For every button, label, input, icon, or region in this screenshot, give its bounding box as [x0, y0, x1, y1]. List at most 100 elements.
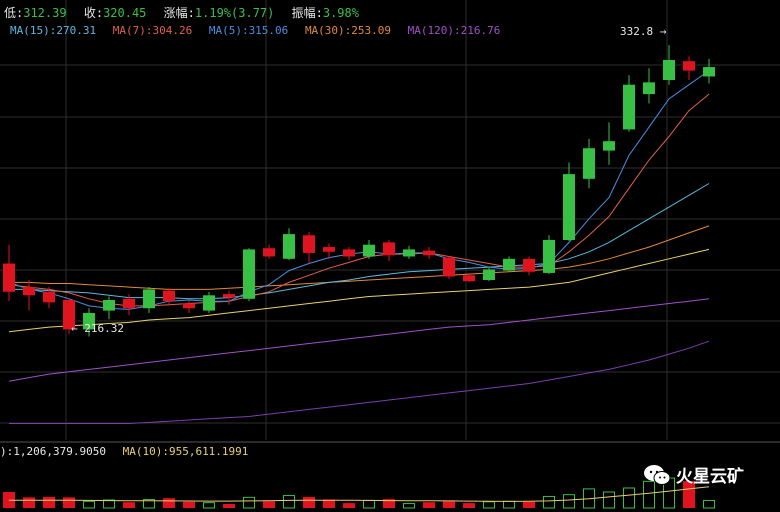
volume-bar [223, 504, 235, 508]
change-value: 1.19%(3.77) [194, 6, 275, 20]
candle-body [3, 263, 15, 292]
ma5-line [8, 70, 710, 310]
candle-body [43, 291, 55, 303]
ma-legend-ma15: MA(15):270.31 [10, 24, 97, 37]
volume-bar [183, 501, 195, 508]
low-label: 低: [4, 6, 24, 20]
volume-bar [423, 502, 435, 508]
amplitude-label: 振幅: [291, 6, 323, 20]
ma-legend-ma7: MA(7):304.26 [112, 24, 193, 37]
ma-legend-ma5: MA(5):315.06 [208, 24, 289, 37]
volume-bar [23, 497, 35, 508]
moving-average-lines [8, 70, 710, 424]
ma-legend-ma30: MA(30):253.09 [304, 24, 392, 37]
candle-body [483, 269, 495, 280]
volume-bar [563, 494, 575, 509]
ma30-line [9, 225, 710, 290]
candle-body [143, 289, 155, 309]
candle-body [383, 242, 395, 256]
volume-bar [303, 496, 315, 508]
volume-bar [363, 499, 375, 509]
volume-bar [483, 501, 495, 509]
volume-bars [3, 477, 715, 509]
ma-legend-ma120: MA(120):216.76 [407, 24, 501, 37]
volume-bar [83, 500, 95, 509]
candle-body [103, 300, 115, 311]
candle-body [443, 257, 455, 277]
candle-body [343, 249, 355, 257]
price-info-bar: 低:312.39 收:320.45 涨幅:1.19%(3.77) 振幅:3.98… [4, 4, 369, 21]
ma-line-yellow [8, 248, 710, 333]
candle-body [183, 303, 195, 309]
candle-body [663, 60, 675, 80]
candle-body [363, 244, 375, 257]
candle-body [403, 249, 415, 257]
close-value: 320.45 [103, 6, 147, 20]
amplitude-value: 3.98% [322, 6, 359, 20]
volume-bar [143, 499, 155, 509]
candle-body [603, 141, 615, 151]
candle-body [323, 247, 335, 252]
candle-body [83, 312, 95, 330]
volume-bar [343, 503, 355, 508]
volume-bar [543, 495, 555, 509]
volume-bar [643, 480, 655, 509]
candle-body [543, 240, 555, 273]
candle-body [703, 67, 715, 77]
volume-bar [683, 481, 695, 508]
candle-body [583, 148, 595, 179]
volume-bar [703, 499, 715, 509]
watermark: 火星云矿 [642, 462, 744, 487]
volume-bar [443, 501, 455, 508]
high-annotation: 332.8 → [620, 25, 667, 38]
volume-legend: ):1,206,379.9050 MA(10):955,611.1991 [0, 445, 258, 458]
wechat-icon [644, 464, 671, 485]
candle-body [263, 248, 275, 257]
volume-bar [43, 496, 55, 508]
ma15-line [9, 183, 710, 300]
candle-body [463, 275, 475, 282]
low-value: 312.39 [23, 6, 67, 20]
ma120-line [8, 298, 710, 382]
candle-body [163, 290, 175, 302]
volume-bar [403, 503, 415, 509]
volume-bar [523, 501, 535, 508]
ma-line-long [9, 340, 710, 424]
candle-body [683, 61, 695, 71]
candle-body [23, 287, 35, 296]
candle-body [123, 298, 135, 309]
volume-bar [203, 502, 215, 509]
volume-bar [123, 502, 135, 508]
candle-body [283, 234, 295, 259]
candle-body [243, 249, 255, 299]
volume-bar [103, 499, 115, 509]
volume-bar [63, 497, 75, 508]
candle-body [563, 174, 575, 240]
watermark-text: 火星云矿 [676, 467, 744, 487]
volume-legend-value: ):1,206,379.9050 [0, 445, 106, 458]
volume-bar [503, 500, 515, 509]
volume-bar [243, 496, 255, 509]
close-label: 收: [83, 6, 104, 20]
volume-bar [623, 487, 635, 509]
candle-body [223, 294, 235, 298]
volume-bar [603, 491, 615, 509]
volume-bar [323, 499, 335, 508]
candle-body [623, 84, 635, 130]
candle-body [63, 300, 75, 330]
volume-ma10-line [9, 486, 710, 502]
candle-body [643, 82, 655, 95]
volume-bar [463, 503, 475, 508]
ma-legend: MA(15):270.31 MA(7):304.26 MA(5):315.06 … [10, 24, 510, 37]
candle-body [423, 250, 435, 256]
volume-legend-ma10: MA(10):955,611.1991 [122, 445, 249, 458]
volume-bar [283, 495, 295, 509]
volume-bar [263, 501, 275, 508]
candle-body [303, 235, 315, 253]
low-annotation: ← 216.32 [71, 322, 124, 335]
candle-body [203, 295, 215, 311]
candlesticks [3, 45, 715, 337]
candle-body [523, 258, 535, 272]
change-label: 涨幅: [163, 6, 195, 20]
